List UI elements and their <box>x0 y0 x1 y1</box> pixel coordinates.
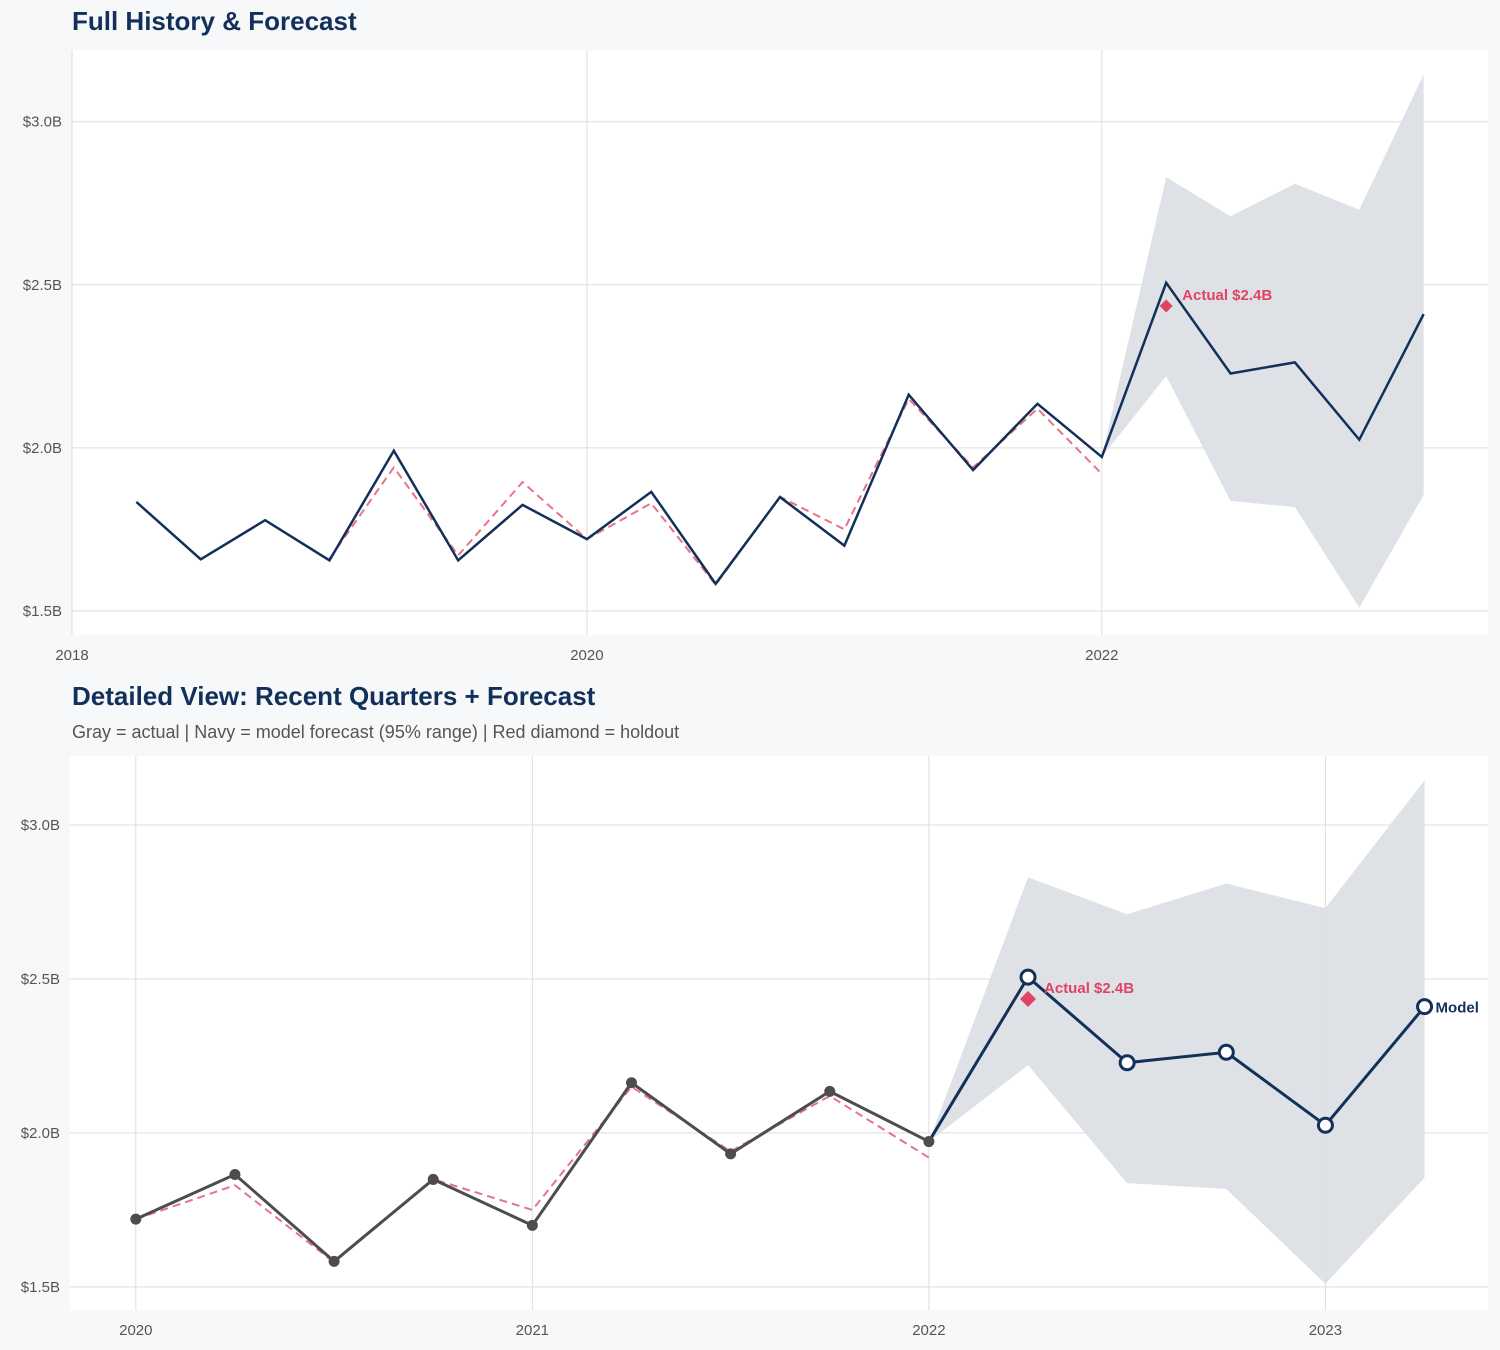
top-chart: $1.5B $2.0B $2.5B $3.0B 2018 2020 2022 Actual $… <box>23 50 1488 664</box>
x-tick-label: 2022 <box>1085 647 1118 664</box>
x-tick-label: 2021 <box>516 1322 549 1339</box>
actual-annotation: Actual $2.4B <box>1182 287 1272 304</box>
y-tick-label: $2.0B <box>23 440 62 457</box>
forecast-point <box>1118 1054 1136 1072</box>
y-tick-label: $3.0B <box>21 817 60 834</box>
y-tick-label: $1.5B <box>21 1279 60 1296</box>
actual-point <box>625 1077 637 1089</box>
y-tick-label: $2.0B <box>21 1125 60 1142</box>
forecast-point <box>1019 968 1037 986</box>
y-tick-label: $2.5B <box>21 971 60 988</box>
y-tick-label: $1.5B <box>23 603 62 620</box>
confidence-band <box>1101 74 1424 608</box>
actual-point <box>427 1173 439 1185</box>
actual-point <box>229 1169 241 1181</box>
forecast-point <box>1217 1043 1235 1061</box>
actual-point <box>526 1219 538 1231</box>
fitted-line <box>135 1085 930 1264</box>
actual-point <box>130 1213 142 1225</box>
x-tick-label: 2022 <box>912 1322 945 1339</box>
actual-point <box>923 1136 935 1148</box>
y-tick-label: $2.5B <box>23 277 62 294</box>
actual-point <box>824 1085 836 1097</box>
forecast-point <box>1316 1116 1334 1134</box>
bottom-chart-title: Detailed View: Recent Quarters + Forecas… <box>72 681 596 711</box>
actual-forecast-line <box>135 280 1425 586</box>
bottom-chart-subtitle: Gray = actual | Navy = model forecast (9… <box>72 722 680 742</box>
bottom-chart: $1.5B $2.0B $2.5B $3.0B 2020 2021 2022 2023 Mode… <box>21 756 1488 1339</box>
x-tick-label: 2018 <box>55 647 88 664</box>
top-chart-title: Full History & Forecast <box>72 6 357 36</box>
holdout-diamond <box>1159 299 1173 313</box>
actual-point <box>328 1255 340 1267</box>
actual-point <box>725 1148 737 1160</box>
forecast-point <box>1416 998 1434 1016</box>
confidence-band <box>928 780 1425 1284</box>
actual-annotation: Actual $2.4B <box>1044 980 1134 997</box>
holdout-diamond <box>1020 990 1037 1007</box>
fitted-line <box>328 397 1103 587</box>
x-tick-label: 2020 <box>570 647 603 664</box>
y-tick-label: $3.0B <box>23 114 62 131</box>
model-end-label: Model <box>1436 1000 1479 1017</box>
x-tick-label: 2023 <box>1309 1322 1342 1339</box>
x-tick-label: 2020 <box>119 1322 152 1339</box>
forecast-line <box>927 974 1426 1143</box>
